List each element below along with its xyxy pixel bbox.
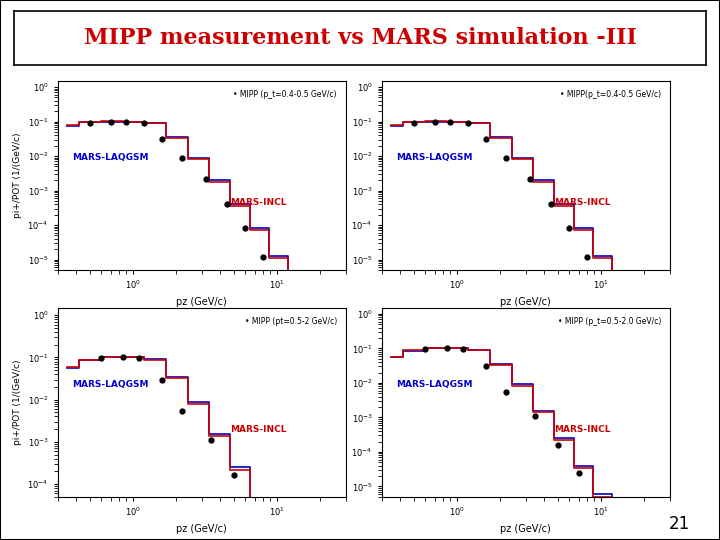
Text: 21: 21 [668,515,690,533]
Text: MARS-LAQGSM: MARS-LAQGSM [72,380,148,389]
Text: MARS-LAQGSM: MARS-LAQGSM [396,380,472,389]
Text: • MIPP (pt=0.5-2 GeV/c): • MIPP (pt=0.5-2 GeV/c) [245,317,337,326]
Text: MARS-LAQGSM: MARS-LAQGSM [72,153,148,162]
Text: MARS-INCL: MARS-INCL [230,198,287,207]
X-axis label: pz (GeV/c): pz (GeV/c) [176,297,227,307]
X-axis label: pz (GeV/c): pz (GeV/c) [500,297,551,307]
Text: MARS-LAQGSM: MARS-LAQGSM [396,153,472,162]
X-axis label: pz (GeV/c): pz (GeV/c) [176,524,227,534]
Text: • MIPP(p_t=0.4-0.5 GeV/c): • MIPP(p_t=0.4-0.5 GeV/c) [560,91,661,99]
X-axis label: pz (GeV/c): pz (GeV/c) [500,524,551,534]
Text: MIPP measurement vs MARS simulation -III: MIPP measurement vs MARS simulation -III [84,27,636,49]
Text: MARS-INCL: MARS-INCL [554,198,611,207]
Y-axis label: pi+/POT (1/(GeV/c): pi+/POT (1/(GeV/c) [13,360,22,445]
Text: MARS-INCL: MARS-INCL [230,425,287,434]
Text: • MIPP (p_t=0.4-0.5 GeV/c): • MIPP (p_t=0.4-0.5 GeV/c) [233,91,337,99]
Text: • MIPP (p_t=0.5-2.0 GeV/c): • MIPP (p_t=0.5-2.0 GeV/c) [557,317,661,326]
Y-axis label: pi+/POT (1/(GeV/c): pi+/POT (1/(GeV/c) [13,133,22,218]
Text: MARS-INCL: MARS-INCL [554,425,611,434]
